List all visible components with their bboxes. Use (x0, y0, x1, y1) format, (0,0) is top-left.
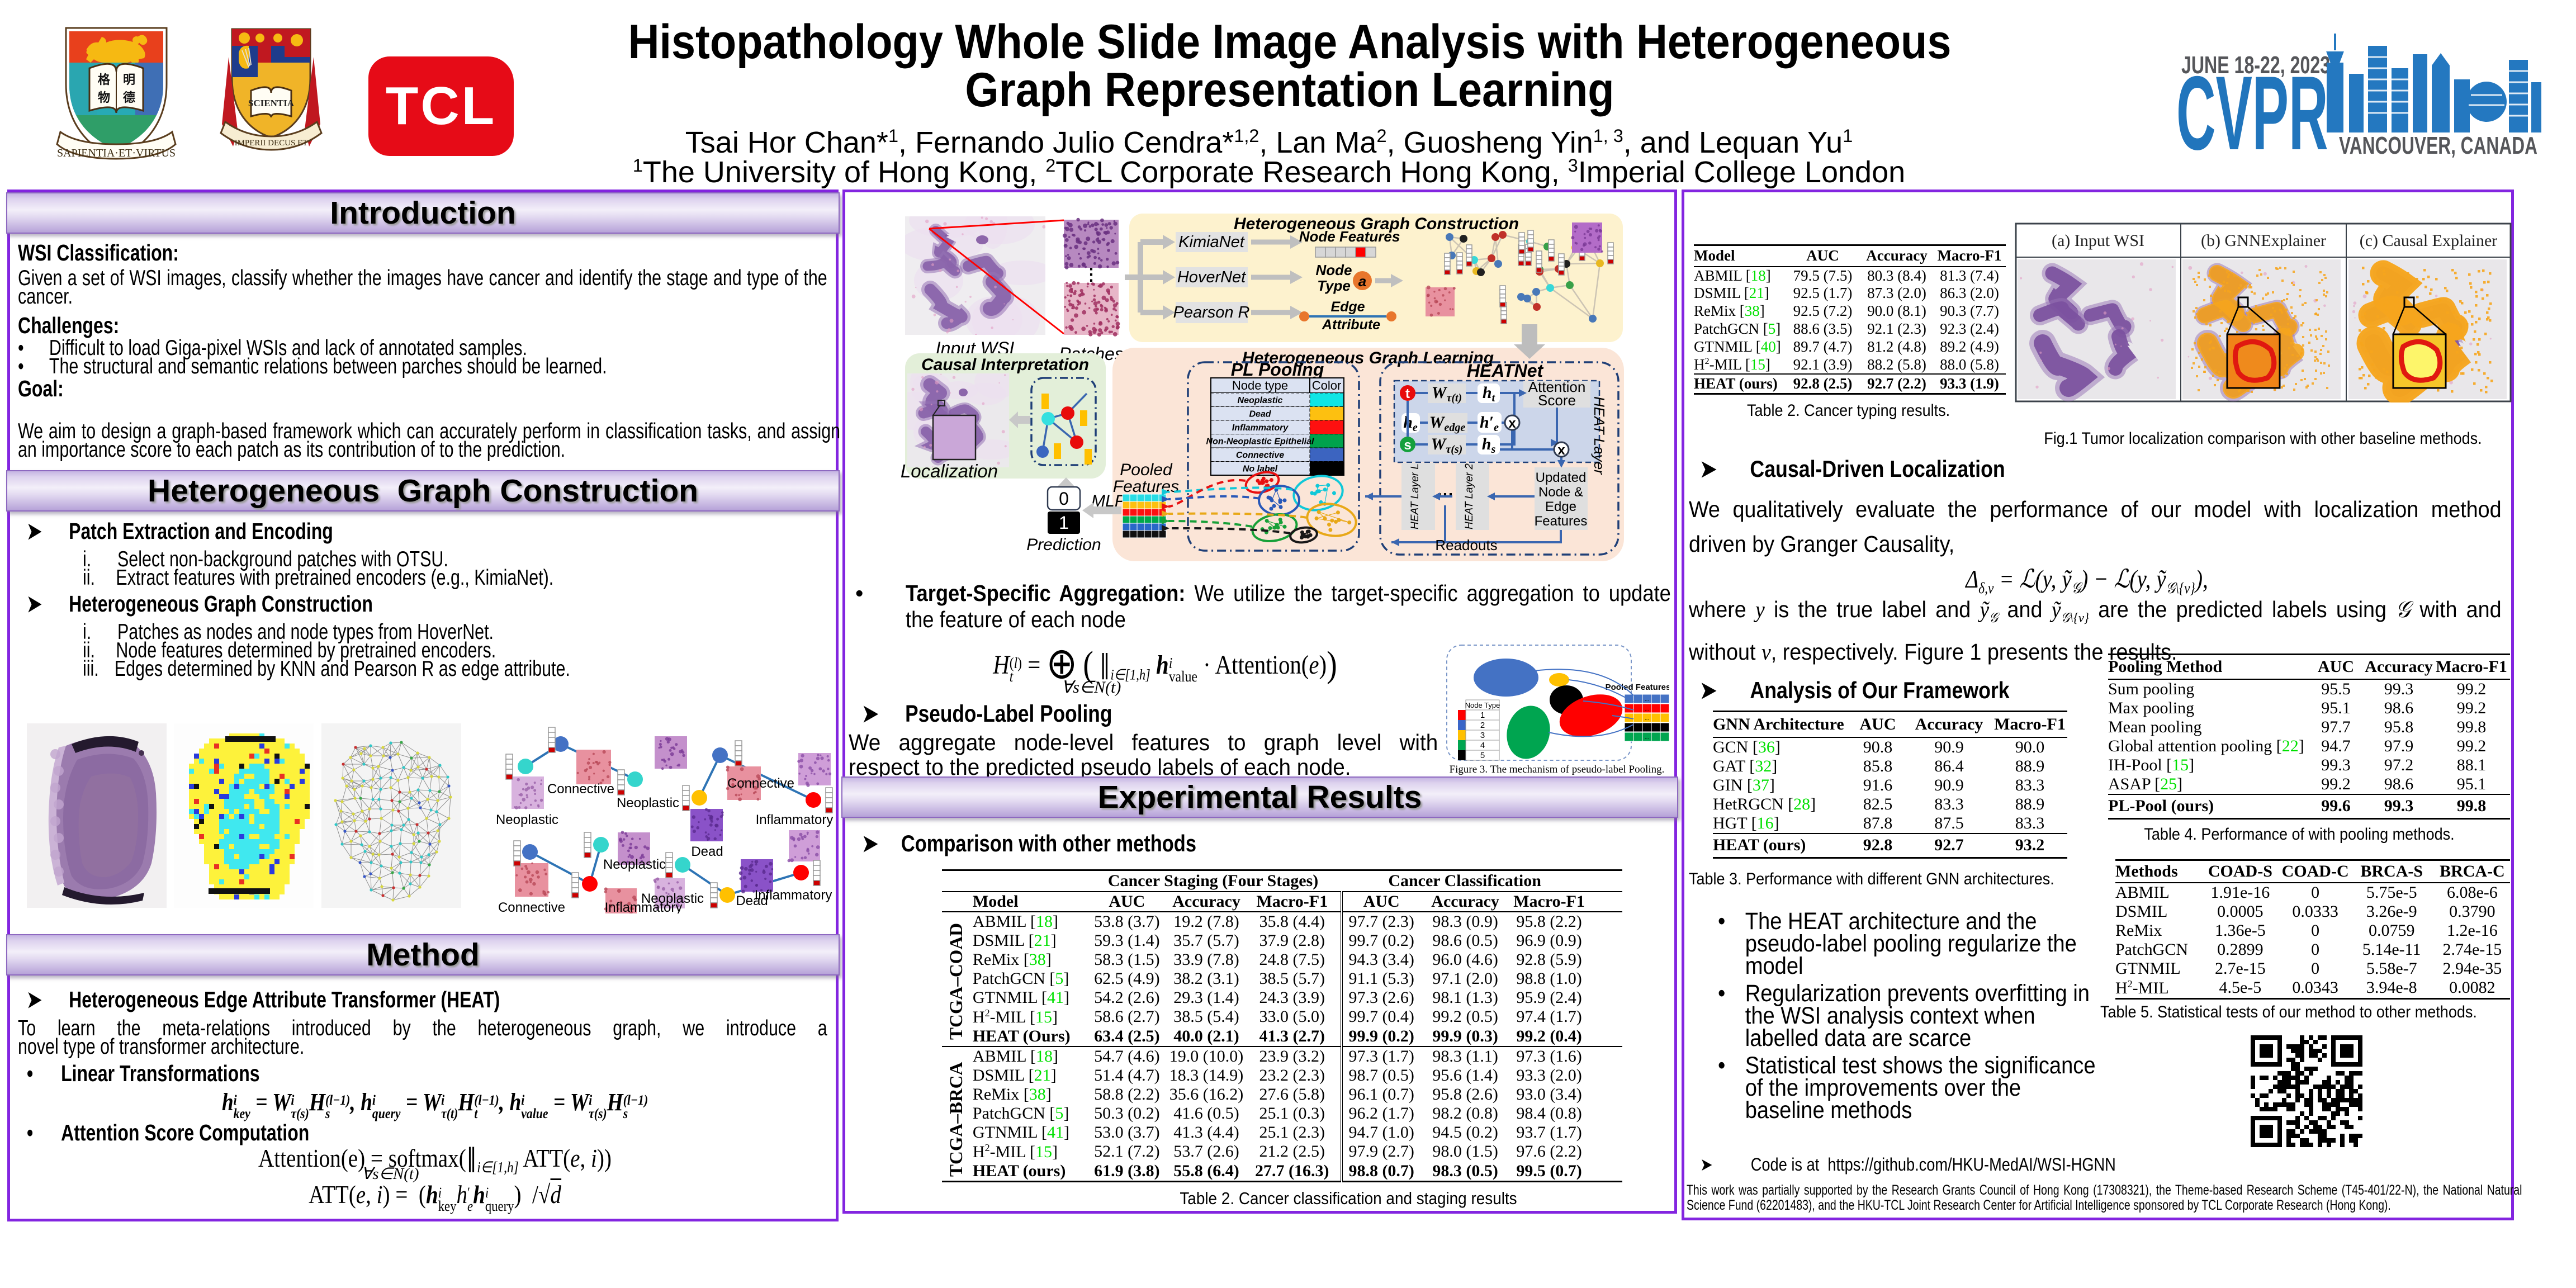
svg-text:Heterogeneous Graph Constructi: Heterogeneous Graph Construction (1234, 215, 1519, 233)
svg-text:s: s (1404, 438, 1411, 453)
svg-text:1: 1 (1059, 513, 1069, 533)
svg-text:Attribute: Attribute (1322, 317, 1380, 333)
svg-text:Pearson R: Pearson R (1173, 304, 1249, 321)
svg-text:Node type: Node type (1232, 378, 1288, 392)
svg-text:HoverNet: HoverNet (1177, 268, 1247, 286)
svg-text:Localization: Localization (901, 461, 998, 481)
svg-text:HEAT Layer 2: HEAT Layer 2 (1464, 463, 1475, 529)
svg-text:明: 明 (123, 73, 135, 87)
svg-text:HEAT Layer L: HEAT Layer L (1409, 463, 1421, 529)
svg-text:Edge: Edge (1545, 499, 1576, 514)
svg-text:Features: Features (1113, 477, 1179, 496)
svg-text:Type: Type (1317, 277, 1351, 294)
svg-text:Neoplastic: Neoplastic (1238, 396, 1283, 405)
svg-text:2: 2 (1480, 721, 1485, 730)
svg-text:IMPERII DECUS ET: IMPERII DECUS ET (235, 139, 308, 148)
svg-text:Edge: Edge (1330, 299, 1365, 315)
svg-text:Neoplastic: Neoplastic (641, 891, 704, 906)
svg-text:Node &: Node & (1538, 485, 1583, 500)
svg-text:HEATNet: HEATNet (1467, 361, 1544, 381)
svg-text:SAPIENTIA·ET·VIRTUS: SAPIENTIA·ET·VIRTUS (57, 147, 176, 159)
svg-text:(b) GNNExplainer: (b) GNNExplainer (2201, 231, 2326, 250)
svg-text:Color: Color (1312, 378, 1342, 392)
svg-text:(a) Input WSI: (a) Input WSI (2052, 231, 2144, 250)
svg-text:t: t (1405, 386, 1410, 401)
svg-text:HEAT Layer: HEAT Layer (1591, 396, 1608, 475)
svg-text:Neoplastic: Neoplastic (617, 795, 679, 811)
svg-text:Attention: Attention (1528, 378, 1586, 395)
svg-text:⋮: ⋮ (1083, 266, 1100, 284)
svg-text:x: x (1557, 443, 1565, 458)
svg-text:Connective: Connective (547, 782, 614, 797)
svg-text:h′e: h′e (1480, 413, 1499, 434)
svg-text:...: ... (1645, 706, 1649, 712)
svg-text:Readouts: Readouts (1435, 537, 1497, 553)
svg-text:5: 5 (1480, 751, 1485, 760)
svg-text:Figure 3. The mechanism of pse: Figure 3. The mechanism of pseudo-label … (1450, 764, 1665, 775)
svg-text:Connective: Connective (727, 776, 794, 791)
svg-text:Updated: Updated (1536, 470, 1587, 485)
svg-text:...: ... (1645, 735, 1649, 741)
svg-text:Dead: Dead (736, 893, 768, 908)
svg-text:Neoplastic: Neoplastic (603, 857, 666, 872)
svg-text:x: x (1508, 416, 1516, 431)
svg-text:Causal Interpretation: Causal Interpretation (921, 356, 1089, 374)
svg-text:0: 0 (1059, 489, 1069, 509)
svg-text:(c) Causal Explainer: (c) Causal Explainer (2360, 231, 2498, 250)
svg-text:Node: Node (1316, 262, 1352, 278)
svg-text:Features: Features (1535, 514, 1588, 529)
svg-text:Node Type: Node Type (1465, 701, 1500, 709)
svg-text:Heterogeneous Graph Learning: Heterogeneous Graph Learning (1242, 349, 1494, 367)
svg-text:KimiaNet: KimiaNet (1178, 233, 1246, 251)
svg-text:德: 德 (123, 91, 135, 105)
svg-text:1: 1 (1480, 711, 1485, 720)
svg-text:Connective: Connective (498, 900, 565, 913)
svg-text:...: ... (1645, 697, 1649, 703)
svg-text:PL Pooling: PL Pooling (1231, 359, 1324, 380)
svg-text:Pooled Features: Pooled Features (1606, 683, 1669, 692)
svg-text:格: 格 (98, 73, 111, 87)
svg-text:Dead: Dead (691, 844, 723, 859)
svg-text:Connective: Connective (1236, 451, 1284, 460)
svg-text:a: a (1358, 273, 1366, 290)
svg-text:Score: Score (1538, 392, 1576, 409)
svg-text:Inflammatory: Inflammatory (1232, 423, 1289, 433)
svg-text:Neoplastic: Neoplastic (496, 812, 558, 827)
svg-text:3: 3 (1480, 731, 1485, 740)
svg-text:Prediction: Prediction (1026, 536, 1101, 554)
svg-text:Node Features: Node Features (1299, 228, 1400, 245)
svg-text:Non-Neoplastic Epithelial: Non-Neoplastic Epithelial (1206, 437, 1314, 447)
svg-text:Inflammatory: Inflammatory (755, 888, 832, 903)
svg-text:Dead: Dead (1249, 410, 1271, 419)
svg-text:Inflammatory: Inflammatory (756, 812, 834, 827)
svg-text:物: 物 (98, 91, 110, 105)
svg-text:...: ... (1645, 725, 1649, 731)
svg-text:...: ... (1645, 716, 1649, 722)
svg-text:4: 4 (1480, 741, 1485, 750)
svg-text:Inflammatory: Inflammatory (605, 900, 683, 913)
svg-text:SCIENTIA: SCIENTIA (248, 98, 295, 108)
svg-text:Pooled: Pooled (1120, 461, 1173, 479)
